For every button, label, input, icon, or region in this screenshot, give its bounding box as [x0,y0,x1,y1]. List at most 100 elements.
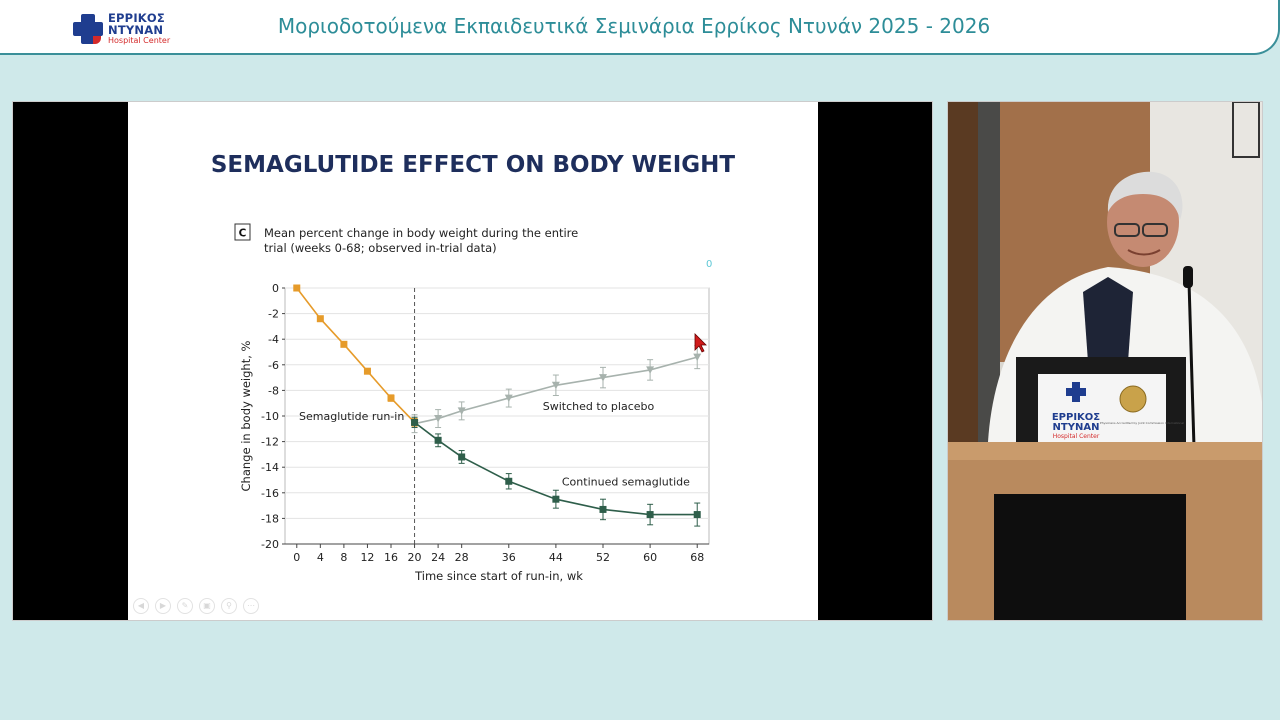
y-tick-label: -6 [268,359,279,372]
panel-label-box [234,223,251,241]
data-point [505,477,513,485]
series-line [414,421,698,516]
panel-label: C [239,228,247,240]
hospital-logo: ΕΡΡΙΚΟΣ ΝΤΥΝΑΝ Hospital Center [72,11,172,47]
x-tick-label: 16 [384,551,398,564]
more-icon[interactable]: ⋯ [243,598,259,614]
x-tick-label: 36 [502,551,516,564]
slide-title: SEMAGLUTIDE EFFECT ON BODY WEIGHT [210,152,736,178]
logo-text-line3: Hospital Center [108,36,171,45]
slide: SEMAGLUTIDE EFFECT ON BODY WEIGHT C Mean… [128,102,818,620]
y-tick-label: -16 [261,487,279,500]
data-point [411,418,419,426]
x-tick-label: 52 [596,551,610,564]
podium-panel [994,494,1186,620]
accreditation-seal [1119,385,1147,413]
x-axis-label: Time since start of run-in, wk [414,569,583,583]
data-point [646,366,655,374]
data-point [693,353,702,362]
series-annotation: Switched to placebo [543,400,655,413]
series-line [414,356,698,425]
x-tick-label: 60 [643,551,657,564]
x-tick-label: 8 [340,551,347,564]
podium-sign [1038,374,1166,442]
data-point [693,511,701,519]
presentation-area: SEMAGLUTIDE EFFECT ON BODY WEIGHT C Mean… [12,101,933,621]
podium-logo-line3: Hospital Center [1053,433,1100,440]
weight-change-chart: C Mean percent change in body weight dur… [234,223,712,583]
speaker-head [1107,177,1179,267]
x-tick-label: 44 [549,551,563,564]
podium-logo-line1: ΕΡΡΙΚΟΣ [1052,412,1100,423]
data-point [551,381,560,390]
medical-cross-icon [73,14,103,44]
glasses-right [1142,223,1168,237]
data-point [293,284,301,292]
x-tick-label: 68 [690,551,704,564]
y-tick-label: -18 [261,512,279,525]
mouse-cursor-icon [694,333,707,353]
y-tick-label: -2 [268,308,279,321]
microphone-icon [1183,266,1193,288]
x-tick-label: 0 [293,551,300,564]
speaker-mouth [1127,249,1161,256]
zoom-icon[interactable]: ⚲ [221,598,237,614]
series-annotation: Continued semaglutide [562,475,690,488]
podium-cross-icon [1066,382,1086,402]
data-point [387,394,395,402]
microphone-stand [1187,281,1196,448]
chart-labels: Semaglutide run-in Switched to placebo Con… [299,400,690,489]
data-point [363,367,371,375]
next-icon[interactable]: ▶ [155,598,171,614]
wall-frame [1232,102,1260,158]
speaker-scene: ΕΡΡΙΚΟΣ ΝΤΥΝΑΝ Hospital Center Physician… [948,102,1262,620]
chart-caption-line1: Mean percent change in body weight durin… [264,226,578,240]
slides-icon[interactable]: ▣ [199,598,215,614]
x-tick-label: 20 [408,551,422,564]
x-tick-label: 24 [431,551,445,564]
prev-icon[interactable]: ◀ [133,598,149,614]
pen-icon[interactable]: ✎ [177,598,193,614]
seminar-title: Μοριοδοτούμενα Εκπαιδευτικά Σεμινάρια Ερ… [277,14,991,38]
data-point [646,511,654,519]
data-point [434,415,443,423]
data-point [457,407,466,415]
chart-caption-line2: trial (weeks 0-68; observed in-trial dat… [264,241,497,255]
speaker-hair [1107,171,1183,220]
y-tick-label: -12 [261,436,279,449]
chart-grid [284,287,710,545]
y-tick-label: -8 [268,384,279,397]
data-point [599,374,607,382]
y-tick-label: -10 [261,410,279,423]
x-tick-label: 4 [317,551,324,564]
data-point [434,436,442,444]
glasses-left [1114,223,1140,237]
dark-shirt [1083,277,1133,367]
data-point [316,315,324,323]
stray-mark: 0 [706,259,712,270]
podium-top [948,442,1262,460]
y-tick-label: -4 [268,333,279,346]
data-point [340,340,348,348]
seal-caption: Physicians Accredited by Joint Commissio… [1100,421,1184,425]
slide-nav-toolbar: ◀ ▶ ✎ ▣ ⚲ ⋯ [133,598,259,614]
y-tick-label: -14 [261,461,279,474]
data-point [599,505,607,513]
data-point [504,394,513,403]
y-tick-label: 0 [272,282,279,295]
podium-logo-line2: ΝΤΥΝΑΝ [1053,422,1100,433]
chart-series [293,284,702,527]
data-point [552,495,560,503]
series-line [296,287,416,423]
chart-axes: 0 -2 -4 -6 -8 -10 -12 -14 -16 -18 -20 0 4 8 12 16 20 24 28… [239,282,709,583]
logo-text-line1: ΕΡΡΙΚΟΣ [108,11,165,25]
logo-text-line2: ΝΤΥΝΑΝ [108,23,164,37]
data-point [458,453,466,461]
series-annotation: Semaglutide run-in [299,410,404,423]
y-tick-label: -20 [261,538,279,551]
header-bar: ΕΡΡΙΚΟΣ ΝΤΥΝΑΝ Hospital Center Μοριοδοτο… [0,0,1280,55]
y-axis-label: Change in body weight, % [239,340,253,491]
speaker-video: ΕΡΡΙΚΟΣ ΝΤΥΝΑΝ Hospital Center Physician… [947,101,1263,621]
x-tick-label: 12 [360,551,374,564]
x-tick-label: 28 [455,551,469,564]
